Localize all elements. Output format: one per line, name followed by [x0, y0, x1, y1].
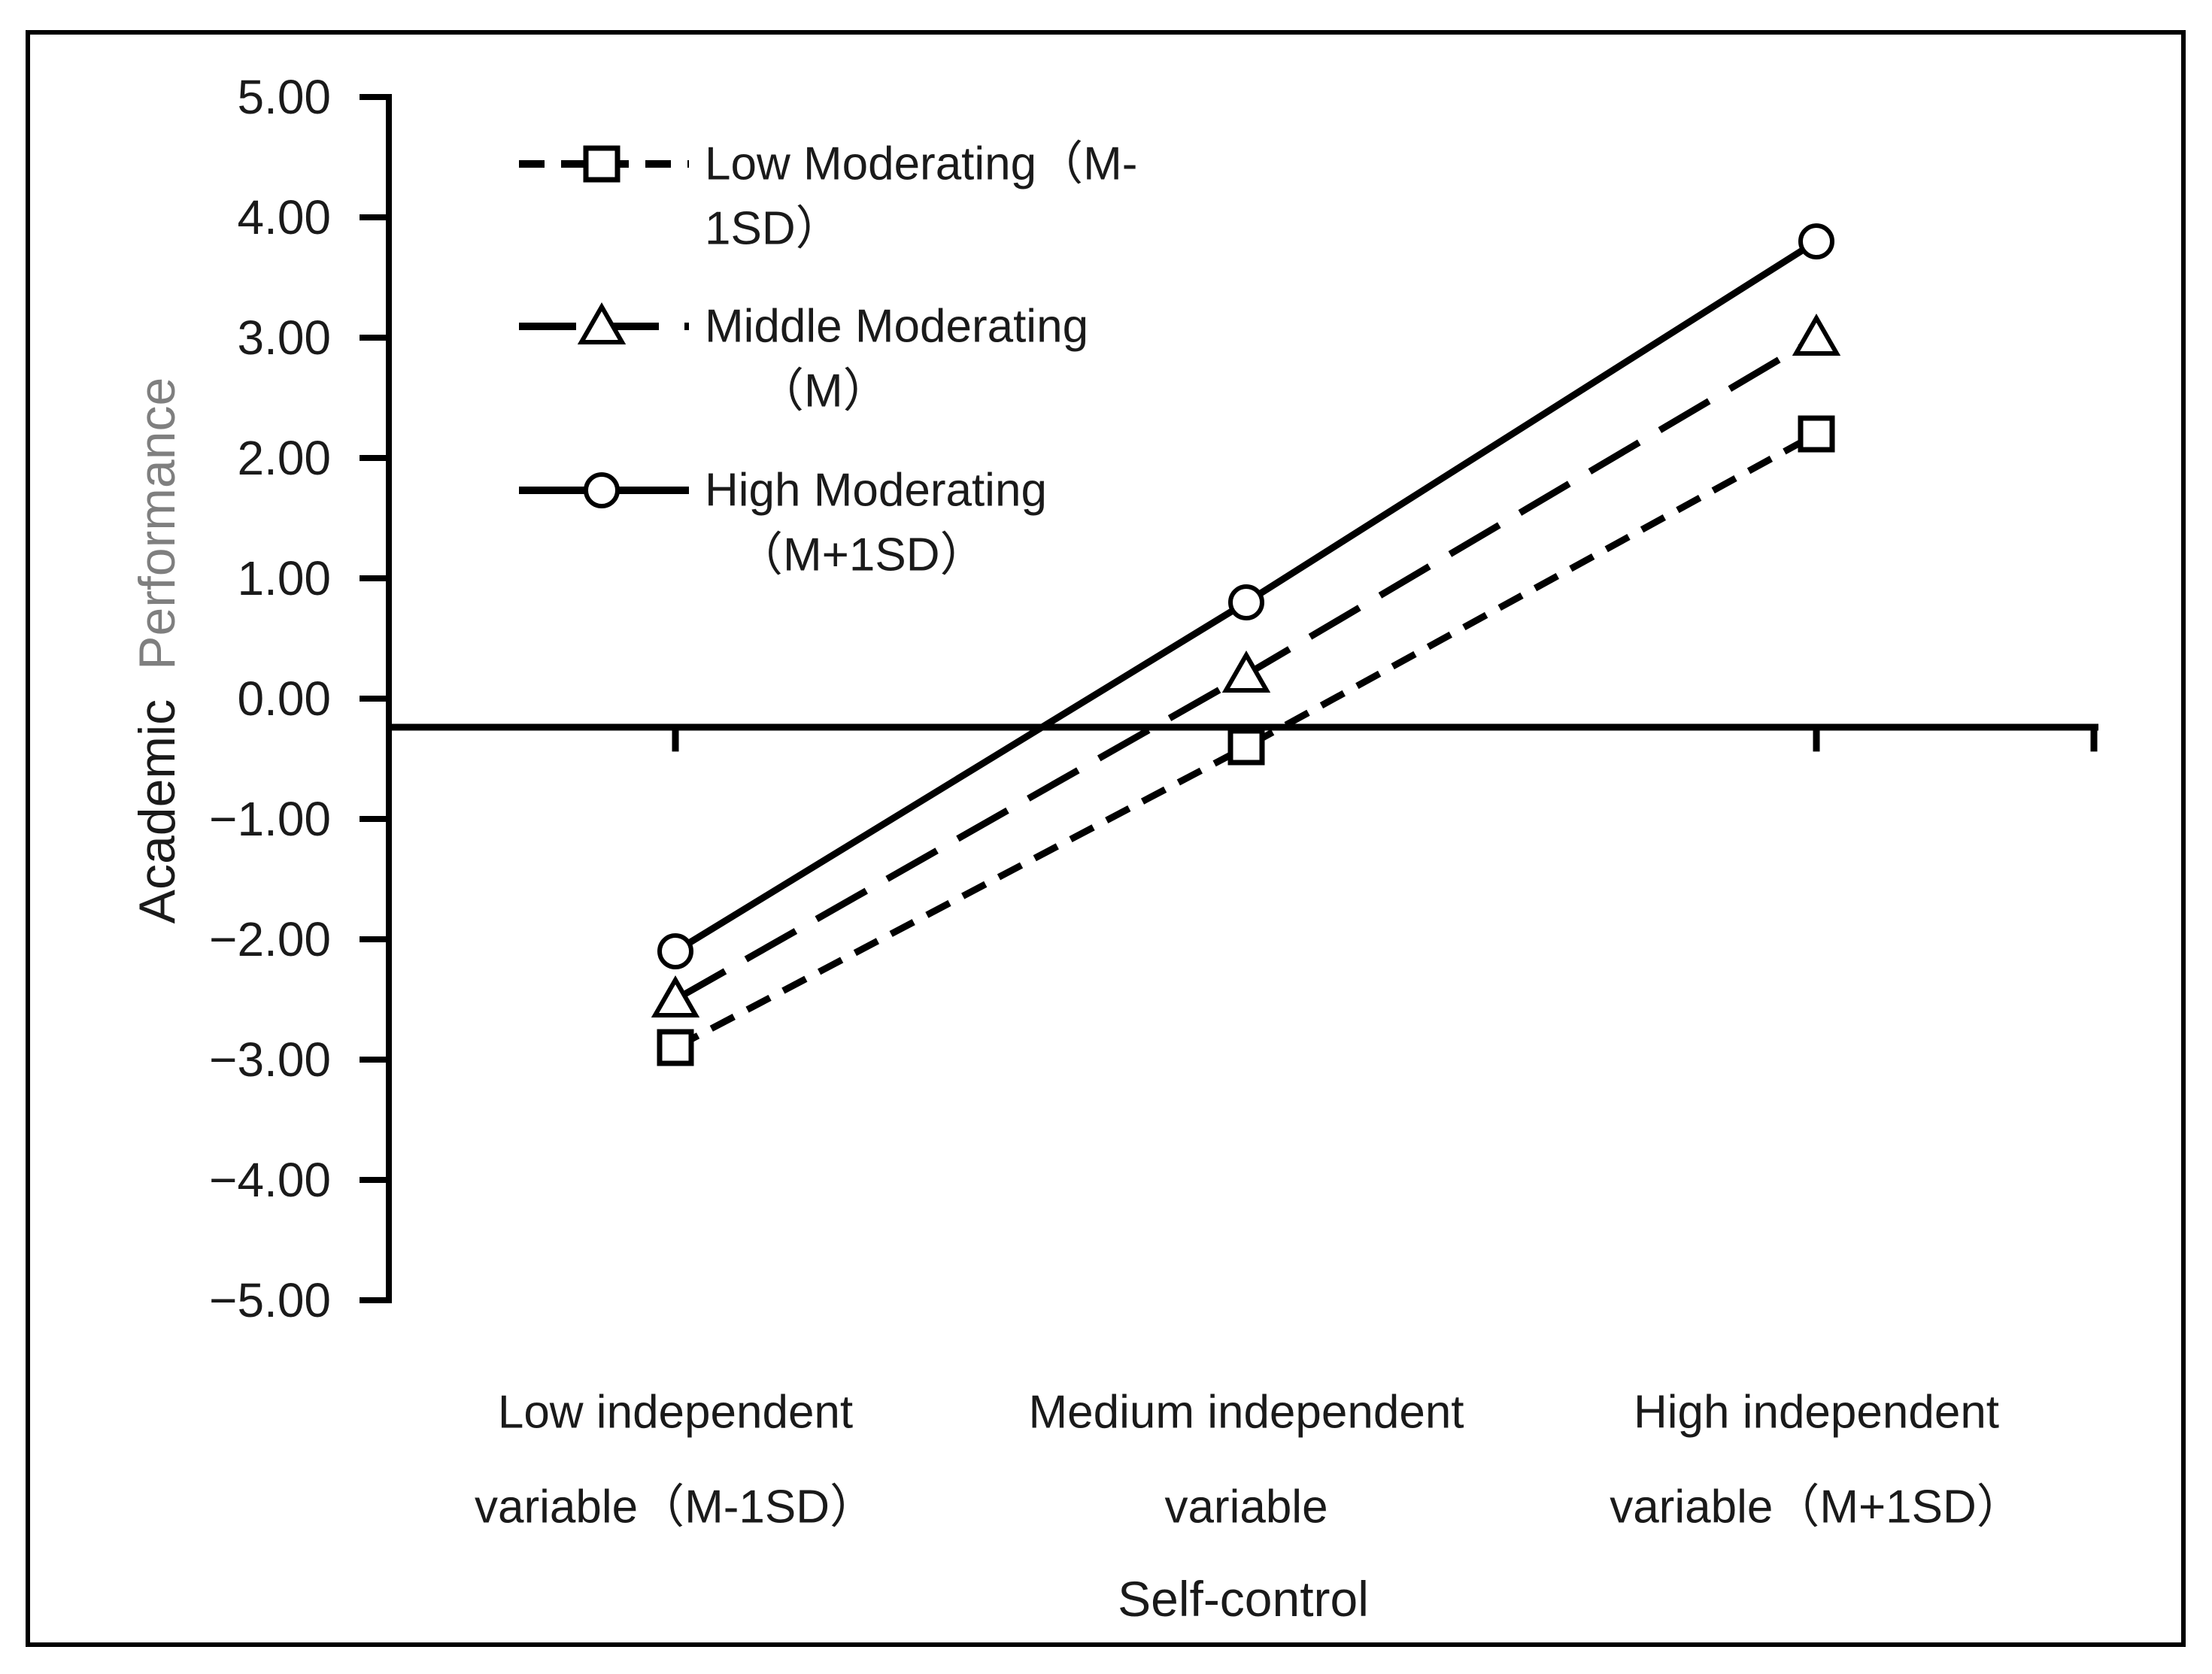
legend-item: High Moderating （M+1SD）: [519, 465, 1047, 581]
series-line: [673, 431, 1819, 1051]
marker-circle-icon: [657, 933, 693, 969]
marker-square-icon: [657, 1029, 694, 1066]
legend-label-line2: （M+1SD）: [736, 529, 986, 581]
x-category-label-line1: Low independent: [498, 1387, 853, 1439]
data-series: [651, 223, 1841, 1066]
y-axis-tick-labels: 5.00 4.00 3.00 2.00 1.00 0.00 −1.00 −2.00 −3.00 −…: [209, 70, 331, 1327]
y-tick-label: 4.00: [237, 190, 331, 244]
legend-item: Middle Moderating （M）: [519, 301, 1088, 417]
y-tick-label: −2.00: [209, 912, 331, 966]
series: [657, 223, 1834, 969]
y-axis-title-academic: Academic: [129, 699, 186, 924]
y-tick-label: 3.00: [237, 311, 331, 365]
marker-square-icon: [583, 145, 621, 183]
marker-triangle-icon: [577, 302, 627, 344]
x-category-label-line1: High independent: [1634, 1387, 1999, 1439]
x-category-label-line2: variable: [1164, 1481, 1328, 1533]
legend-label-line1: Middle Moderating: [705, 301, 1088, 353]
legend: Low Moderating（M- 1SD） Middle Moderating （M…: [519, 138, 1137, 581]
x-axis-category-labels: Low independent variable（M-1SD） Medium ind…: [475, 1387, 2023, 1533]
legend-label-line2: 1SD）: [705, 203, 842, 255]
x-category-label-line2: variable（M+1SD）: [1610, 1481, 2023, 1533]
x-axis: Low independent variable（M-1SD） Medium ind…: [386, 723, 2098, 1627]
marker-triangle-icon: [1221, 650, 1271, 693]
y-tick-label: 0.00: [237, 672, 331, 726]
y-tick-label: 2.00: [237, 431, 331, 485]
marker-circle-icon: [584, 472, 620, 508]
marker-triangle-icon: [1792, 313, 1841, 356]
x-category-label-line1: Medium independent: [1028, 1387, 1464, 1439]
marker-triangle-icon: [651, 975, 700, 1017]
legend-item: Low Moderating（M- 1SD）: [519, 138, 1137, 255]
y-tick-label: −1.00: [209, 792, 331, 846]
legend-label-line1: High Moderating: [705, 465, 1047, 517]
y-tick-label: −5.00: [209, 1273, 331, 1327]
x-axis-title: Self-control: [1118, 1571, 1369, 1627]
figure-border: [26, 30, 2186, 1647]
marker-square-icon: [1227, 728, 1265, 766]
y-axis-title: Academic Performance: [129, 378, 186, 924]
series: [651, 313, 1841, 1017]
marker-circle-icon: [1798, 223, 1834, 259]
y-tick-label: 5.00: [237, 70, 331, 124]
marker-circle-icon: [1228, 584, 1264, 620]
y-axis-ticks: [360, 94, 389, 1303]
x-category-label-line2: variable（M-1SD）: [475, 1481, 876, 1533]
y-axis-title-performance: Performance: [129, 378, 186, 670]
y-tick-label: 1.00: [237, 551, 331, 605]
legend-label-line1: Low Moderating（M-: [705, 138, 1137, 190]
y-axis: 5.00 4.00 3.00 2.00 1.00 0.00 −1.00 −2.00 −3.00 −…: [129, 70, 392, 1327]
y-tick-label: −4.00: [209, 1153, 331, 1207]
marker-square-icon: [1798, 415, 1835, 453]
legend-label-line2: （M）: [757, 365, 890, 417]
y-tick-label: −3.00: [209, 1033, 331, 1087]
series: [657, 415, 1835, 1066]
